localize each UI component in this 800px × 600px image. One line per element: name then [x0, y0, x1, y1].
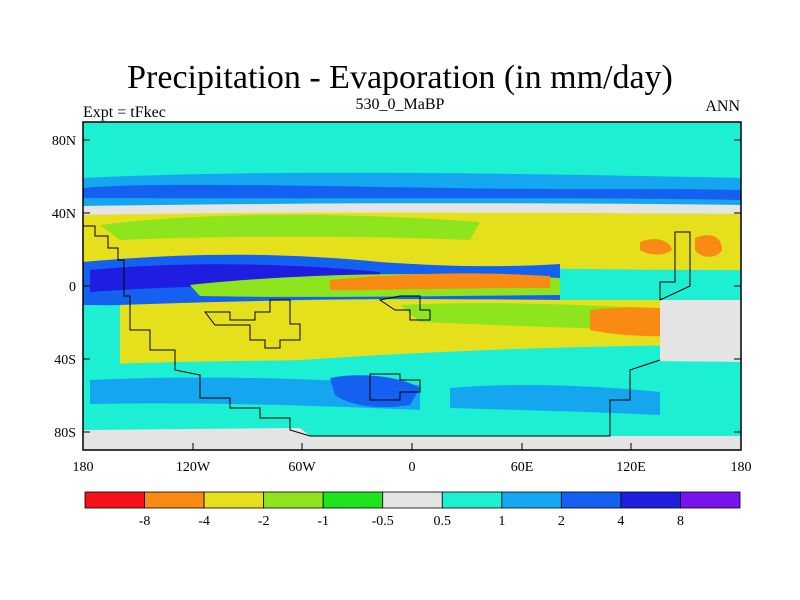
coast-landmass-c [369, 373, 421, 401]
colorbar-label: -2 [258, 514, 270, 529]
x-tick-120w: 120W [176, 460, 211, 475]
axis-ticks [82, 139, 742, 450]
y-tick-40s: 40S [54, 353, 76, 368]
colorbar-label: -1 [317, 514, 329, 529]
colorbar-swatch [263, 491, 324, 509]
field-so-blue-2 [450, 385, 660, 415]
colorbar-swatch [382, 491, 443, 509]
plot-subtitle-experiment: Expt = tFkec [83, 104, 166, 121]
field-orange-ne-1 [640, 239, 672, 255]
y-tick-40n: 40N [52, 207, 76, 222]
field-green-north [100, 214, 480, 240]
continent-outlines [83, 225, 691, 437]
colorbar-label: 2 [558, 514, 565, 529]
colorbar-swatch [144, 491, 205, 509]
colorbar-swatch [560, 491, 622, 509]
plot-subtitle-time: 530_0_MaBP [355, 96, 445, 113]
x-tick-60w: 60W [288, 460, 316, 475]
plot-subtitle-season: ANN [705, 98, 740, 115]
colorbar-swatch [322, 491, 384, 509]
colorbar-label: 8 [677, 514, 684, 529]
colorbar-swatch [441, 491, 503, 509]
colorbar-swatch [203, 491, 265, 509]
x-tick-180e: 180 [731, 460, 752, 475]
colorbar-swatch [501, 491, 562, 509]
colorbar-swatch [84, 491, 145, 509]
map-field [83, 122, 741, 450]
field-orange-ne-2 [695, 235, 722, 257]
x-tick-0: 0 [409, 460, 416, 475]
field-grey-40n [83, 203, 741, 216]
y-tick-0: 0 [69, 280, 76, 295]
field-antarctic [83, 428, 741, 450]
coast-landmass-b [378, 295, 431, 321]
colorbar-label: 4 [617, 514, 624, 529]
coast-landmass-a [203, 299, 301, 349]
colorbar-swatch [680, 491, 741, 509]
field-eq-orange [330, 273, 550, 290]
y-tick-80s: 80S [54, 426, 76, 441]
colorbar-label: -4 [198, 514, 210, 529]
colorbar-label: -8 [139, 514, 151, 529]
colorbar-swatch [620, 491, 681, 509]
x-tick-180w: 180 [73, 460, 94, 475]
x-tick-60e: 60E [511, 460, 534, 475]
field-midlat-north-core [83, 184, 741, 200]
coast-southern [129, 296, 661, 437]
colorbar-label: 0.5 [434, 514, 452, 529]
colorbar-label: 1 [498, 514, 505, 529]
y-tick-80n: 80N [52, 134, 76, 149]
coast-western [83, 225, 130, 297]
field-so-blue-core [330, 375, 420, 408]
coast-landmass-d [659, 231, 691, 301]
x-tick-120e: 120E [616, 460, 646, 475]
colorbar: -8 -4 -2 -1 -0.5 0.5 1 2 4 8 [84, 491, 741, 529]
plot-title: Precipitation - Evaporation (in mm/day) [127, 59, 673, 96]
colorbar-label: -0.5 [372, 514, 394, 529]
field-arctic [83, 122, 741, 162]
